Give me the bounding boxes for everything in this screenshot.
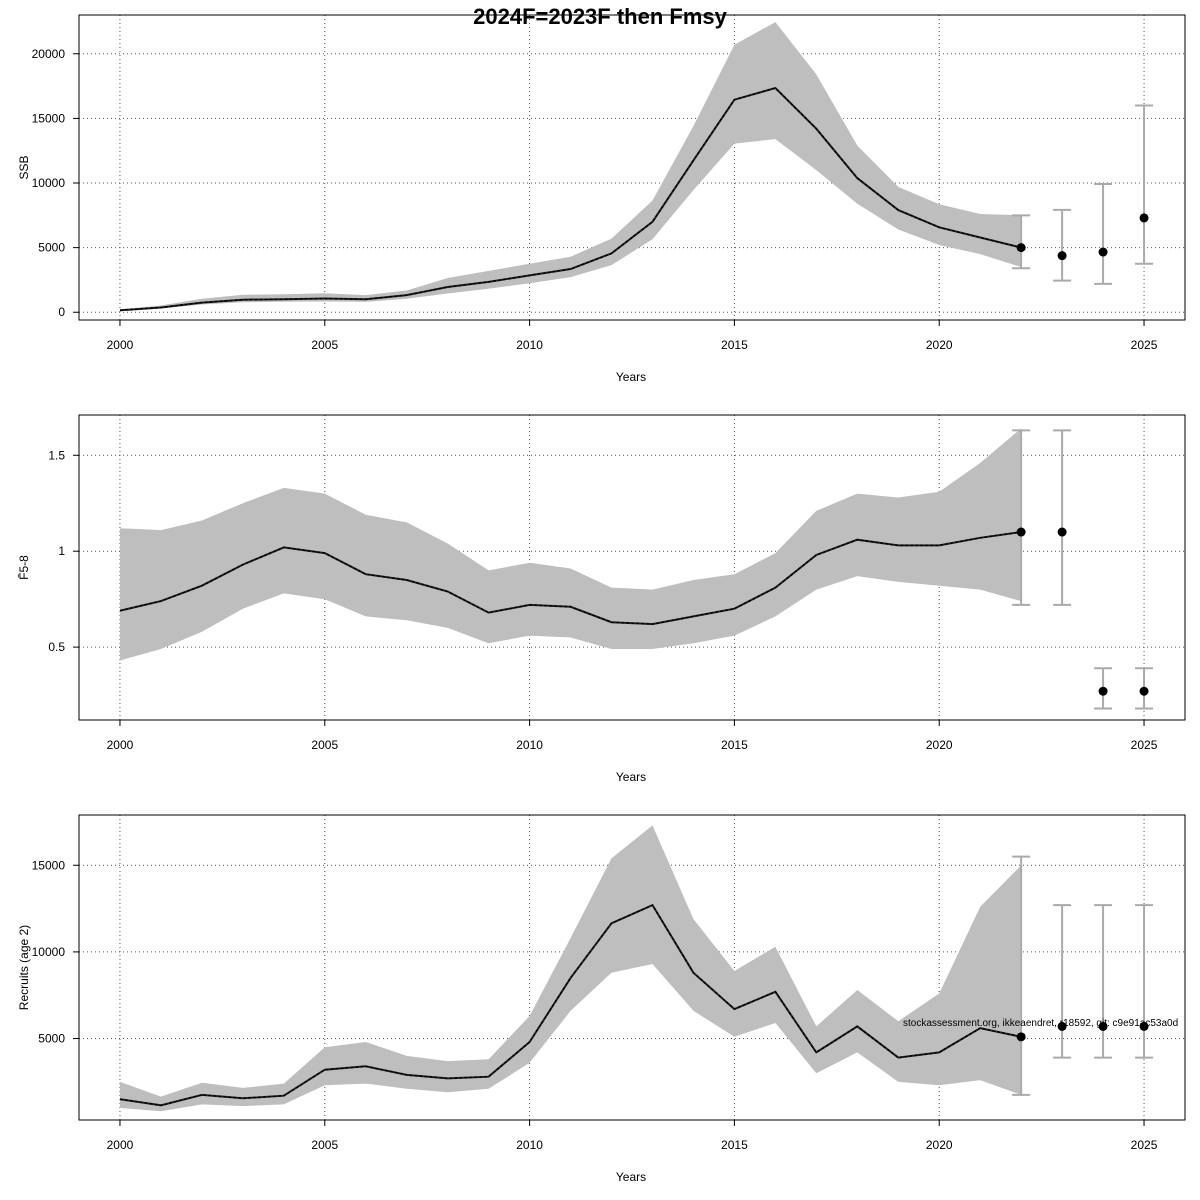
forecast-errorbar-2024 xyxy=(1094,904,1113,1059)
y-tick-label: 10000 xyxy=(32,176,66,190)
plot-frame xyxy=(78,814,1186,1121)
y-tick-label: 15000 xyxy=(32,111,66,125)
forecast-point-2022 xyxy=(1016,527,1026,537)
x-tick-label: 2025 xyxy=(1131,738,1158,752)
x-tick-label: 2010 xyxy=(516,738,543,752)
forecast-errorbar-2024 xyxy=(1094,183,1113,285)
forecast-point-2025 xyxy=(1139,686,1149,696)
estimate-line-dash xyxy=(119,904,1022,1107)
forecast-errorbar-2022 xyxy=(1012,855,1031,1096)
forecast-point-2022 xyxy=(1016,1032,1026,1042)
x-tick-label: 2020 xyxy=(926,1138,953,1152)
confidence-band xyxy=(120,825,1022,1112)
x-tick-label: 2020 xyxy=(926,738,953,752)
forecast-point-2025 xyxy=(1139,213,1149,223)
y-axis-label: F̄5-8 xyxy=(17,555,31,580)
y-tick-label: 1.5 xyxy=(48,448,65,462)
x-tick-label: 2005 xyxy=(311,1138,338,1152)
panel-ssb: 2000 2005 2010 2015 2020 2025 0 5000 10000 15000 2… xyxy=(17,14,1186,384)
x-tick-label: 2015 xyxy=(721,338,748,352)
estimate-line-dash xyxy=(119,87,1022,311)
y-tick-label: 10000 xyxy=(32,945,66,959)
forecast-errorbar-2025 xyxy=(1135,904,1154,1059)
x-tick-label: 2015 xyxy=(721,738,748,752)
y-tick-label: 1 xyxy=(58,544,65,558)
figure-title: 2024F=2023F then Fmsy xyxy=(473,4,728,29)
panel-fbar: 2000 2005 2010 2015 2020 2025 0.5 1 1.5 Years F̄5-… xyxy=(17,414,1186,784)
forecast-point-2024 xyxy=(1098,686,1108,696)
y-tick-label: 5000 xyxy=(38,1032,65,1046)
forecast-errorbar-2022 xyxy=(1012,429,1031,606)
forecast-point-2024 xyxy=(1098,247,1108,257)
panel-recruits: 2000 2005 2010 2015 2020 2025 5000 10000 15000 Ye… xyxy=(17,814,1186,1184)
estimate-line-dash xyxy=(119,531,1022,625)
x-tick-label: 2015 xyxy=(721,1138,748,1152)
forecast-errorbar-2025 xyxy=(1135,104,1154,265)
plot-frame xyxy=(78,14,1186,321)
forecast-point-2023 xyxy=(1057,527,1067,537)
stockassessment-stamp: stockassessment.org, ikkeaendret, r18592… xyxy=(903,1018,1178,1029)
x-tick-label: 2020 xyxy=(926,338,953,352)
y-tick-label: 0.5 xyxy=(48,640,65,654)
y-axis-label: SSB xyxy=(17,155,31,179)
forecast-errorbar-2023 xyxy=(1053,208,1072,282)
x-tick-label: 2025 xyxy=(1131,1138,1158,1152)
forecast-errorbar-2023 xyxy=(1053,429,1072,606)
y-tick-label: 5000 xyxy=(38,241,65,255)
x-tick-label: 2005 xyxy=(311,738,338,752)
y-tick-label: 15000 xyxy=(32,858,66,872)
forecast-errorbar-2022 xyxy=(1012,214,1031,270)
x-tick-label: 2000 xyxy=(107,1138,134,1152)
forecast-point-2023 xyxy=(1057,1021,1067,1031)
forecast-point-2023 xyxy=(1057,251,1067,261)
confidence-band xyxy=(120,428,1022,661)
y-tick-label: 0 xyxy=(58,305,65,319)
x-axis-label: Years xyxy=(616,770,646,784)
forecast-point-2024 xyxy=(1098,1021,1108,1031)
x-axis-label: Years xyxy=(616,1170,646,1184)
confidence-band xyxy=(120,22,1022,311)
x-axis-label: Years xyxy=(616,370,646,384)
panels-group: 2000 2005 2010 2015 2020 20250500010000150002… xyxy=(17,14,1186,1184)
y-tick-label: 20000 xyxy=(32,47,66,61)
forecast-point-2022 xyxy=(1016,243,1026,253)
forecast-point-2025 xyxy=(1139,1021,1149,1031)
plot-frame xyxy=(78,414,1186,721)
y-axis-label: Recruits (age 2) xyxy=(17,925,31,1010)
x-tick-label: 2010 xyxy=(516,338,543,352)
x-tick-label: 2025 xyxy=(1131,338,1158,352)
x-tick-label: 2000 xyxy=(107,738,134,752)
x-tick-label: 2000 xyxy=(107,338,134,352)
x-tick-label: 2005 xyxy=(311,338,338,352)
forecast-errorbar-2023 xyxy=(1053,904,1072,1059)
x-tick-label: 2010 xyxy=(516,1138,543,1152)
